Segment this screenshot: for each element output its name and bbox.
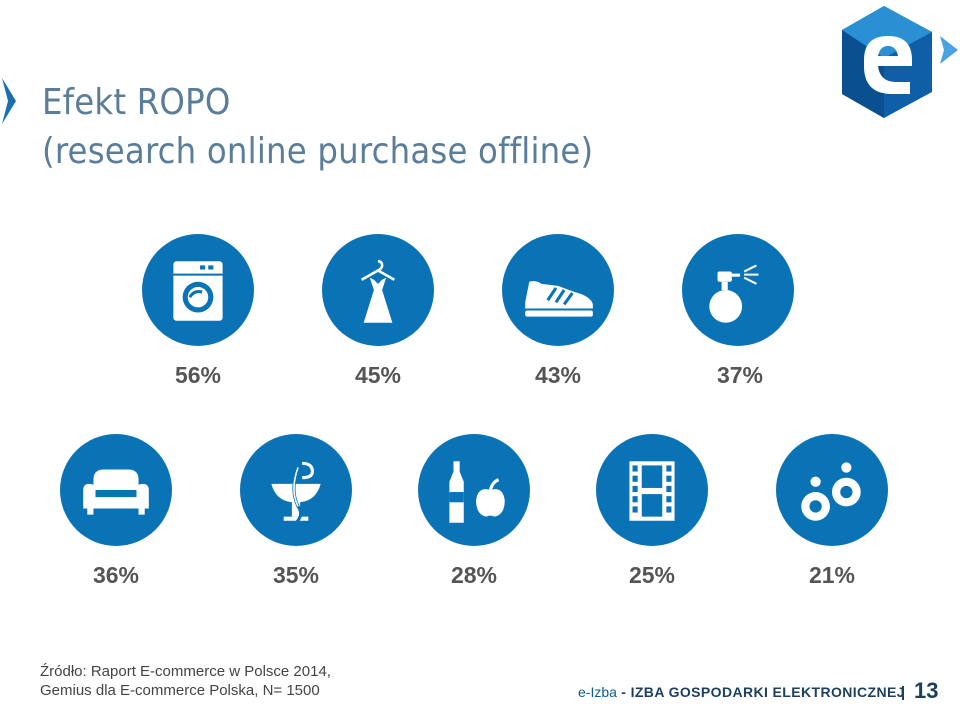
footer-brand-short: e-Izba [578, 684, 617, 700]
sofa-circle [60, 434, 172, 546]
pct-earrings: 21% [808, 562, 856, 588]
earrings-circle [776, 434, 888, 546]
pct-pharmacy: 35% [272, 562, 320, 588]
pct-groceries: 28% [450, 562, 498, 588]
groceries-icon [449, 461, 505, 523]
pct-dress: 45% [354, 362, 402, 388]
sneaker-icon [525, 281, 593, 317]
dress-icon [360, 260, 396, 323]
e-izba-logo-icon [842, 6, 958, 118]
earrings-icon [801, 462, 861, 521]
washing-machine-icon [173, 261, 223, 321]
groceries-circle [418, 434, 530, 546]
washing-machine-circle [142, 234, 254, 346]
pct-washing-machine: 56% [174, 362, 222, 388]
source-line-2: Gemius dla E-commerce Polska, N= 1500 [40, 682, 320, 699]
footer-brand-full: - IZBA GOSPODARKI ELEKTRONICZNEJ [616, 684, 905, 700]
source-note: Źródło: Raport E-commerce w Polsce 2014,… [40, 662, 331, 700]
pct-perfume: 37% [716, 362, 764, 388]
pharmacy-circle [240, 434, 352, 546]
source-line-1: Źródło: Raport E-commerce w Polsce 2014, [40, 663, 331, 680]
page-number: 13 [914, 678, 939, 703]
title-line-2: (research online purchase offline) [42, 131, 594, 172]
page-title: Efekt ROPO (research online purchase off… [42, 78, 762, 176]
side-arrow-icon [2, 78, 16, 124]
pct-sofa: 36% [92, 562, 140, 588]
pharmacy-icon [271, 461, 321, 524]
film-circle [596, 434, 708, 546]
pct-film: 25% [628, 562, 676, 588]
dress-circle [322, 234, 434, 346]
perfume-circle [682, 234, 794, 346]
perfume-icon [709, 264, 759, 323]
footer-brand: e-Izba - IZBA GOSPODARKI ELEKTRONICZNEJ [578, 684, 905, 700]
film-icon [629, 461, 675, 521]
title-line-1: Efekt ROPO [42, 82, 231, 123]
pct-sneaker: 43% [534, 362, 582, 388]
footer-separator [902, 686, 904, 700]
sofa-icon [83, 469, 149, 515]
sneaker-circle [502, 234, 614, 346]
